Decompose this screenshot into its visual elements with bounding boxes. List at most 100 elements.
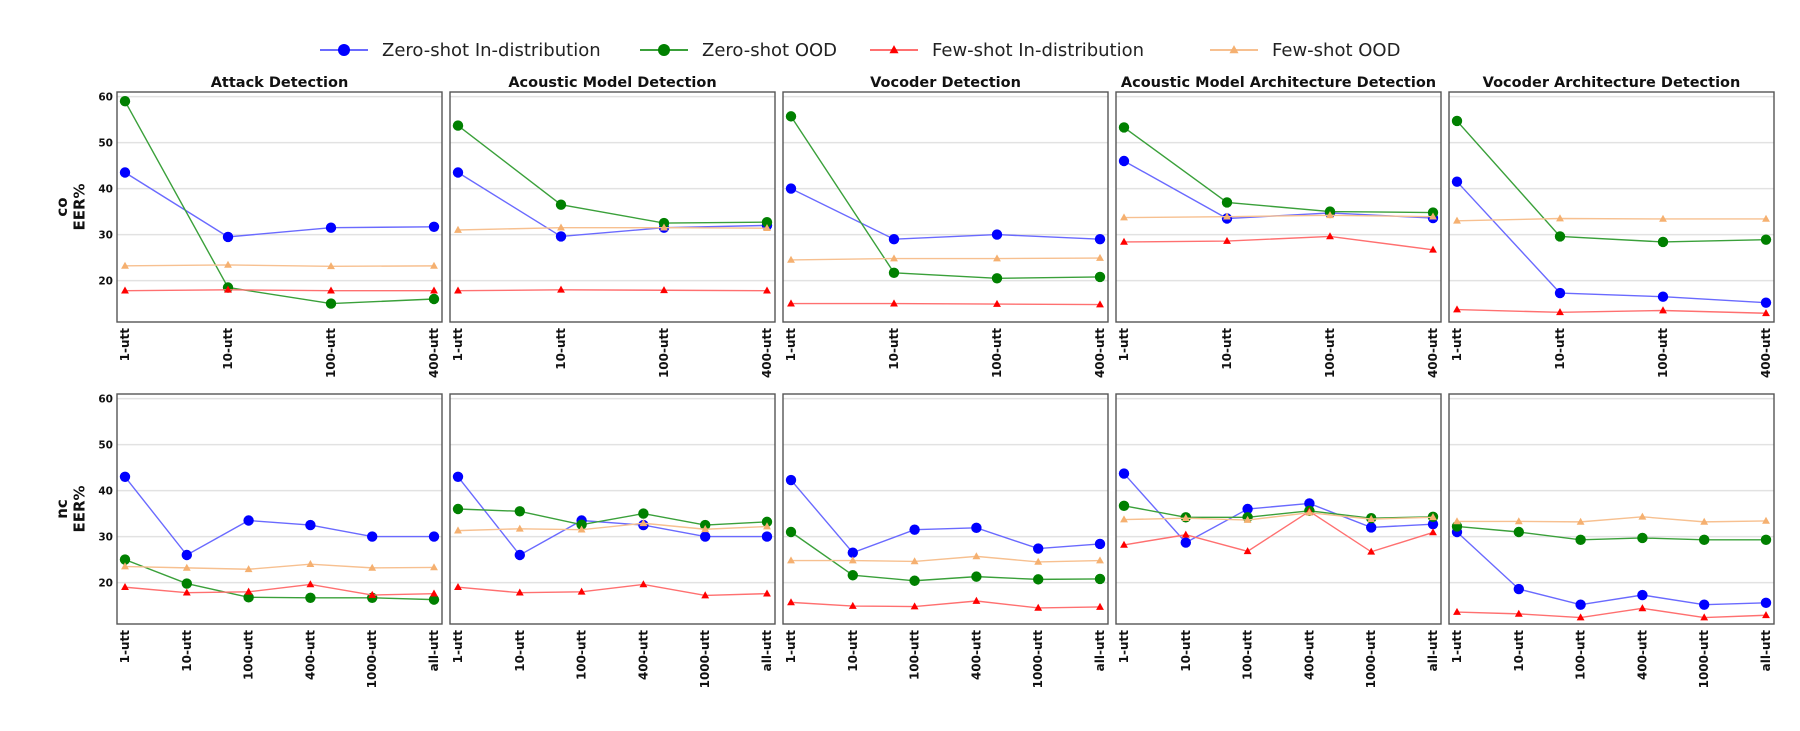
- panel-1-2-point-zero-shot-in-distribution-1: [847, 547, 858, 558]
- panel-1-2-point-zero-shot-in-distribution-2: [909, 524, 920, 535]
- panel-1-2-point-few-shot-ood-2: [910, 557, 919, 565]
- panel-1-4-point-few-shot-ood-5: [1762, 516, 1770, 524]
- panel-1-0-ytick-20: 20: [98, 578, 113, 590]
- panel-0-4-point-few-shot-in-distribution-2: [1659, 306, 1667, 314]
- panel-1-4-frame: [1448, 393, 1775, 625]
- panel-0-3-point-few-shot-in-distribution-0: [1120, 237, 1128, 245]
- panel-0-2-point-few-shot-in-distribution-0: [787, 299, 795, 307]
- panel-0-4-point-zero-shot-ood-1: [1554, 231, 1566, 242]
- panel-1-4-xtick-1-utt: 1-utt: [1450, 630, 1464, 664]
- panel-0-0-ytick-60: 60: [98, 92, 113, 104]
- panel-1-2-xtick-1-utt: 1-utt: [784, 630, 798, 664]
- panel-1-3-point-few-shot-ood-2: [1243, 515, 1252, 523]
- panel-0-2-point-few-shot-in-distribution-3: [1096, 300, 1104, 308]
- panel-0-0-xtick-10-utt: 10-utt: [221, 328, 235, 370]
- panel-1-2-point-few-shot-in-distribution-2: [910, 602, 919, 610]
- legend-label-few-shot-in-distribution: Few-shot In-distribution: [932, 40, 1144, 61]
- panel-1-2-line-few-shot-in-distribution: [790, 600, 1101, 609]
- panel-0-3-point-zero-shot-ood-0: [1118, 122, 1130, 133]
- panel-0-1-point-zero-shot-ood-3: [761, 216, 773, 228]
- panel-0-1-point-few-shot-in-distribution-1: [557, 285, 565, 293]
- panel-1-0-point-zero-shot-ood-5: [428, 594, 440, 605]
- panel-0-0-xtick-1-utt: 1-utt: [118, 328, 132, 362]
- panel-1-0-ytick-50: 50: [98, 440, 113, 452]
- panel-1-0-point-zero-shot-in-distribution-4: [367, 531, 378, 542]
- panel-1-4-point-zero-shot-ood-3: [1637, 532, 1648, 544]
- panel-1-0-line-few-shot-in-distribution: [124, 583, 435, 596]
- panel-0-1-line-few-shot-in-distribution: [457, 289, 768, 292]
- panel-0-4-frame: [1448, 91, 1775, 323]
- panel-1-1-point-zero-shot-ood-1: [514, 506, 525, 517]
- panel-1-0-point-few-shot-in-distribution-4: [368, 590, 377, 598]
- panel-1-0-xtick-100-utt: 100-utt: [242, 630, 256, 680]
- panel-1-2-point-few-shot-in-distribution-0: [787, 598, 795, 606]
- row-label-top-1: nc: [53, 499, 71, 519]
- legend-label-few-shot-ood: Few-shot OOD: [1272, 40, 1400, 61]
- panel-0-2-point-few-shot-in-distribution-2: [993, 299, 1001, 307]
- panel-1-1-point-zero-shot-in-distribution-5: [761, 531, 773, 542]
- panel-1-0-point-few-shot-ood-3: [306, 560, 315, 568]
- panel-0-0-point-few-shot-ood-3: [430, 261, 438, 269]
- panel-1-4-point-zero-shot-ood-5: [1760, 534, 1772, 546]
- panel-1-4-point-zero-shot-in-distribution-4: [1699, 599, 1710, 610]
- panel-1-1-point-zero-shot-in-distribution-1: [514, 549, 525, 561]
- panel-0-1-point-zero-shot-ood-1: [555, 199, 567, 210]
- panel-1-1-point-few-shot-ood-5: [763, 522, 771, 530]
- panel-1-4-point-few-shot-ood-2: [1576, 517, 1585, 525]
- panel-1-3-xtick-400-utt: 400-utt: [1302, 630, 1316, 680]
- legend-marker-few-shot-ood: [1229, 45, 1239, 54]
- panel-0-4-point-few-shot-in-distribution-1: [1556, 308, 1564, 316]
- panel-1-3-point-few-shot-ood-5: [1429, 513, 1437, 521]
- panel-1-4-point-few-shot-in-distribution-4: [1700, 613, 1709, 621]
- panel-1-2-point-zero-shot-ood-1: [847, 570, 858, 581]
- panel-1-2-xtick-400-utt: 400-utt: [969, 630, 983, 680]
- panel-0-3-line-few-shot-ood: [1123, 214, 1434, 219]
- panel-0-0-ytick-50: 50: [98, 138, 113, 150]
- panel-1-1-line-few-shot-in-distribution: [457, 583, 768, 597]
- panel-0-4-point-zero-shot-in-distribution-2: [1657, 291, 1669, 302]
- panel-1-3-point-zero-shot-ood-0: [1118, 500, 1130, 511]
- panel-1-3-xtick-1-utt: 1-utt: [1117, 630, 1131, 664]
- panel-0-2-point-zero-shot-in-distribution-2: [991, 229, 1003, 240]
- panel-1-1-xtick-10-utt: 10-utt: [513, 630, 527, 672]
- panel-1-4-xtick-10-utt: 10-utt: [1512, 630, 1526, 672]
- panel-1-4-line-few-shot-in-distribution: [1456, 607, 1767, 619]
- panel-1-1-xtick-all-utt: all-utt: [760, 630, 774, 672]
- panel-0-3-xtick-400-utt: 400-utt: [1426, 328, 1440, 378]
- panel-1-3-point-few-shot-ood-0: [1120, 515, 1128, 523]
- panel-0-1-point-few-shot-ood-1: [557, 223, 565, 231]
- panel-1-3-point-zero-shot-in-distribution-4: [1366, 522, 1377, 533]
- panel-1-0-point-zero-shot-in-distribution-2: [243, 515, 254, 526]
- panel-1-3-xtick-100-utt: 100-utt: [1241, 630, 1255, 680]
- panel-1-2-point-few-shot-in-distribution-1: [848, 601, 857, 609]
- panel-0-2-point-zero-shot-in-distribution-1: [888, 234, 900, 245]
- panel-1-3-point-few-shot-ood-1: [1181, 514, 1190, 522]
- panel-0-2-line-zero-shot-ood: [790, 115, 1101, 280]
- panel-1-2-xtick-1000-utt: 1000-utt: [1031, 630, 1045, 689]
- panel-0-0-point-few-shot-ood-1: [224, 260, 232, 268]
- panel-1-2-point-zero-shot-ood-4: [1033, 574, 1044, 585]
- panel-1-0-point-zero-shot-in-distribution-0: [119, 471, 131, 482]
- panel-1-0-point-few-shot-in-distribution-3: [306, 580, 315, 588]
- panel-1-1-point-few-shot-ood-4: [701, 525, 710, 533]
- panel-0-3-xtick-1-utt: 1-utt: [1117, 328, 1131, 362]
- legend-marker-zero-shot-ood: [658, 44, 670, 56]
- panel-1-1-point-few-shot-in-distribution-1: [515, 588, 524, 596]
- panel-1-0-point-zero-shot-ood-2: [243, 592, 254, 603]
- legend-label-zero-shot-in-distribution: Zero-shot In-distribution: [382, 40, 601, 61]
- panel-1-0-xtick-1-utt: 1-utt: [118, 630, 132, 664]
- panel-1-4-point-few-shot-in-distribution-3: [1638, 604, 1647, 612]
- panel-0-3-title: Acoustic Model Architecture Detection: [1121, 75, 1436, 91]
- panel-1-1-xtick-1000-utt: 1000-utt: [698, 630, 712, 689]
- panel-0-1-point-few-shot-in-distribution-0: [454, 286, 462, 294]
- panel-0-2-point-zero-shot-in-distribution-0: [785, 183, 797, 194]
- panel-1-2-xtick-all-utt: all-utt: [1093, 630, 1107, 672]
- panel-1-3-point-zero-shot-in-distribution-2: [1242, 503, 1253, 515]
- panel-0-2-point-few-shot-ood-3: [1096, 253, 1104, 261]
- panel-1-2-point-zero-shot-in-distribution-4: [1033, 543, 1044, 554]
- panel-1-2-point-few-shot-in-distribution-3: [972, 596, 981, 604]
- legend-marker-zero-shot-in-distribution: [338, 44, 350, 56]
- panel-1-0-point-zero-shot-in-distribution-1: [181, 549, 192, 561]
